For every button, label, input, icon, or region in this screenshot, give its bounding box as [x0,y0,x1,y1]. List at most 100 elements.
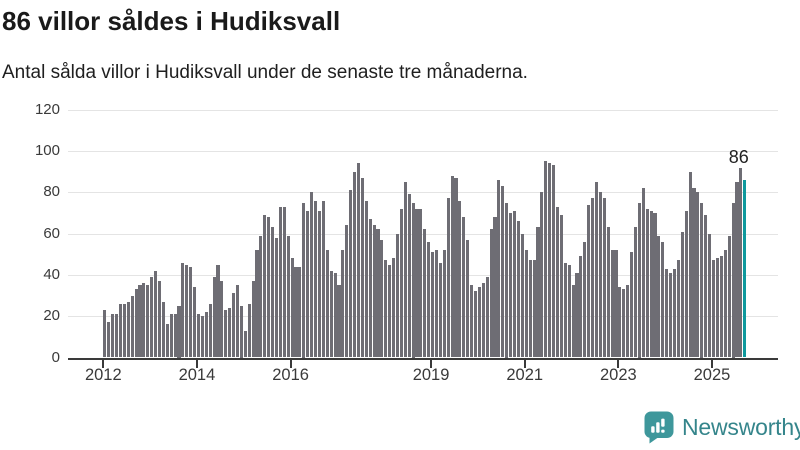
bar [665,268,669,358]
bar [126,301,130,358]
bar [618,287,622,358]
bar [641,188,645,358]
bar [626,285,630,358]
bar [493,217,497,358]
bar [314,200,318,358]
bar [388,264,392,358]
bar [103,310,107,358]
bar [165,324,169,358]
bar [235,285,240,358]
bar [563,262,567,358]
bar [583,241,587,358]
bar [470,285,474,358]
y-axis-label: 40 [43,265,60,283]
y-axis-label: 100 [34,142,60,159]
bar [524,250,528,358]
bar [587,204,591,358]
bar [118,303,122,358]
bar [520,233,524,358]
bar [657,235,661,358]
bar [321,200,325,358]
page-title: 86 villor såldes i Hudiksvall [2,6,341,36]
bar [255,250,259,358]
bar [317,210,321,358]
x-axis-label: 2019 [412,366,450,384]
y-axis-label: 80 [43,183,60,201]
bar [232,293,236,358]
bar [442,250,446,358]
x-axis-label: 2025 [693,366,731,384]
bar [294,266,298,358]
bar [485,276,489,358]
bar [708,233,712,358]
bar [189,266,193,358]
bar [271,227,275,358]
page-subtitle: Antal sålda villor i Hudiksvall under de… [2,62,528,83]
bar [239,305,243,358]
bar [571,285,575,358]
bar [130,295,134,358]
bar [360,177,364,358]
bar [278,206,282,358]
bar [329,270,333,358]
bar [364,200,368,358]
tick-mark [102,359,105,368]
bar [154,270,158,358]
bar [216,264,220,358]
bar [446,198,450,358]
bar [661,241,665,358]
bar [380,239,384,358]
bar [298,266,302,358]
bar [196,314,201,358]
bar [395,233,400,358]
bar [505,202,509,358]
gridline [68,192,778,194]
bar [177,305,181,358]
newsworthy-logo[interactable]: Newsworthy [644,410,800,444]
bar [711,260,716,358]
bar [423,229,427,358]
gridline [68,109,778,111]
bar-value-annotation: 86 [728,146,749,167]
bar [200,316,204,358]
bar [501,186,505,358]
bar [610,250,614,358]
tick-mark [617,359,620,368]
bar [594,181,599,358]
y-axis-label: 120 [34,100,60,118]
bar [399,208,403,358]
bar [544,161,548,358]
bar [567,264,571,358]
bar [228,307,232,358]
bar [672,268,677,358]
bar [247,303,251,358]
bar [150,276,154,358]
bar [169,314,173,358]
bar [306,210,310,358]
bar [481,283,485,358]
y-axis-label: 20 [43,307,60,325]
bar [337,285,341,358]
bar [193,287,197,358]
bar [555,206,559,358]
bar [653,212,657,358]
bar [454,177,458,358]
bar [536,227,540,358]
bar [715,258,719,358]
bar [649,210,653,358]
bar [356,163,361,358]
bar [286,235,290,358]
bar [212,276,216,358]
bar [466,239,470,358]
bar [208,303,212,358]
bar [540,192,544,358]
newsworthy-logo-icon [644,411,674,443]
bar [403,181,407,358]
bar [341,250,345,358]
bar [376,229,380,358]
bar [263,215,267,358]
bar [458,200,462,358]
bar [559,215,563,358]
bar [489,229,493,358]
